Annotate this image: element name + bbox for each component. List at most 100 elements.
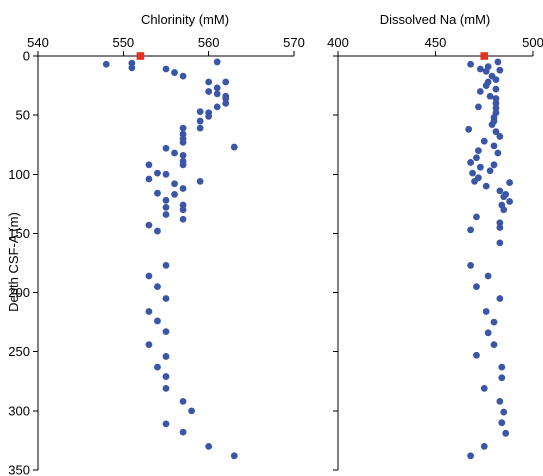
chlorinity-data-point [162,295,170,302]
chlorinity-data-point [154,169,161,177]
chlorinity-data-point [196,117,204,125]
chlorinity-data-point [179,138,187,146]
sodium-data-point [492,99,500,107]
sodium-data-point [476,163,484,171]
sodium-data-point [482,67,490,75]
sodium-data-point [469,169,476,177]
sodium-data-point [488,121,496,129]
sodium-data-point [486,167,494,175]
sodium-data-point [490,341,498,349]
sodium-data-point [506,179,513,186]
sodium-data-point [496,219,504,227]
chlorinity-panel: Chlorinity (mM) Depth CSF-A (m) 540 550 56… [6,12,305,476]
sodium-data-point [496,133,504,140]
chlorinity-data-point [179,161,187,169]
sodium-data-point [476,88,484,95]
sodium-data-point [473,283,480,291]
sodium-data-point [498,363,506,371]
chlorinity-data-point [162,261,170,269]
sodium-data-point [467,159,474,166]
chlorinity-y-tick-label: 150 [8,226,30,241]
chlorinity-data-point [205,442,213,450]
chlorinity-data-point [145,175,153,183]
sodium-data-point [494,58,502,66]
chlorinity-data-point [162,420,170,428]
chlorinity-data-point [162,196,170,204]
chlorinity-data-point [179,201,187,209]
sodium-x-tick-label: 450 [425,35,447,50]
chlorinity-data-point [179,130,187,138]
chlorinity-data-point [213,103,221,111]
chlorinity-data-point [171,180,178,188]
chlorinity-data-point [162,144,170,152]
chlorinity-x-tick-label: 550 [112,35,134,50]
chlorinity-x-axis-label: Chlorinity (mM) [141,12,229,27]
chlorinity-data-point [162,328,170,336]
chlorinity-data-point [145,161,153,169]
sodium-points [465,52,513,460]
chlorinity-data-point [222,78,230,86]
sodium-data-point [467,452,474,460]
sodium-data-point [480,137,488,145]
sodium-data-point [492,85,500,93]
chlorinity-y-tick-label: 300 [8,403,30,418]
sodium-data-point [480,384,488,392]
chlorinity-points [102,52,238,460]
chlorinity-data-point [179,397,187,405]
sodium-x-tick-label: 500 [522,35,543,50]
chlorinity-data-point [171,69,178,76]
chlorinity-data-point [205,88,213,95]
sodium-data-point [467,261,474,269]
chlorinity-data-point [162,384,170,392]
sodium-x-axis-label: Dissolved Na (mM) [380,12,491,27]
chlorinity-data-point [145,221,153,229]
chlorinity-data-point [162,211,170,218]
sodium-data-point [476,65,484,73]
sodium-data-point [492,128,500,136]
chlorinity-y-tick-label: 0 [23,49,30,64]
chlorinity-data-point [128,59,136,67]
sodium-data-point [496,397,504,405]
chlorinity-data-point [230,452,238,460]
chlorinity-data-point [205,112,213,120]
sodium-data-point [490,318,498,326]
chlorinity-data-point [154,227,161,235]
sodium-data-point [467,60,474,68]
chlorinity-data-point [222,99,230,107]
sodium-data-point [471,177,478,185]
chlorinity-data-point [205,78,213,86]
chlorinity-data-point [145,341,153,349]
sodium-data-point [473,154,480,162]
sodium-y-ticks [333,55,338,471]
chlorinity-data-point [213,90,221,98]
chlorinity-data-point [171,190,178,198]
chlorinity-data-point [162,373,170,380]
chlorinity-data-point [145,308,153,315]
sodium-data-point [473,213,480,221]
chlorinity-data-point [179,215,187,223]
chlorinity-data-point [179,428,187,436]
chlorinity-data-point [154,189,161,197]
chlorinity-reference-marker [136,52,145,60]
chlorinity-y-ticks: 0 50 100 150 200 250 300 350 [8,49,38,476]
chlorinity-x-tick-label: 560 [198,35,220,50]
chlorinity-data-point [154,317,161,325]
chlorinity-data-point [128,64,136,72]
chlorinity-data-point [196,108,204,115]
chlorinity-y-tick-label: 250 [8,344,30,359]
sodium-x-ticks: 400 450 500 [327,35,543,56]
sodium-data-point [500,408,508,416]
sodium-data-point [492,104,500,112]
depth-y-axis-label: Depth CSF-A (m) [6,212,21,312]
sodium-data-point [496,66,504,74]
sodium-data-point [486,92,494,100]
chlorinity-data-point [179,151,187,159]
sodium-data-point [500,206,508,214]
sodium-data-point [484,329,492,337]
sodium-panel: Dissolved Na (mM) 400 450 500 [327,12,543,471]
chlorinity-y-tick-label: 350 [8,463,30,476]
sodium-data-point [498,374,506,382]
sodium-data-point [492,76,500,84]
